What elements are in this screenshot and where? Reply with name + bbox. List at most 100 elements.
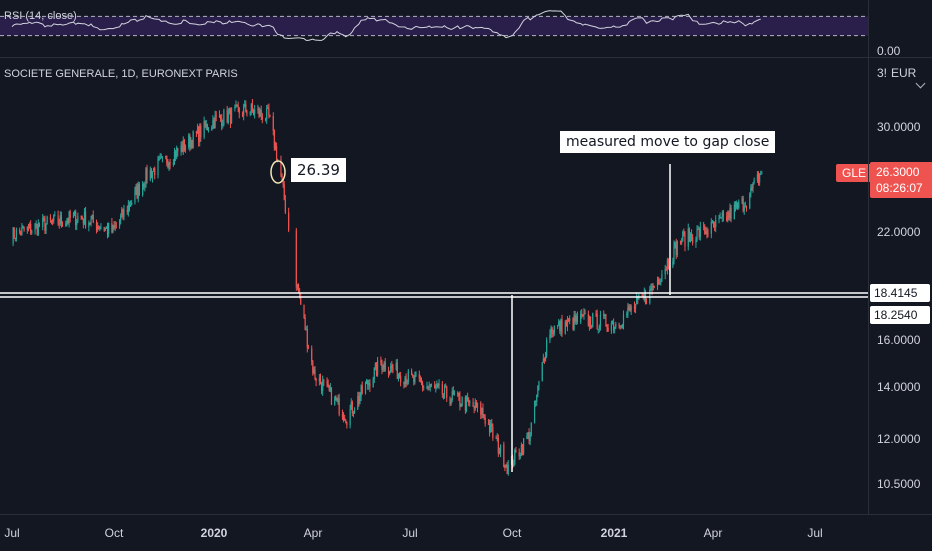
candle-body: [46, 216, 48, 224]
last-price-badge[interactable]: 26.3000 08:26:07: [870, 162, 932, 198]
candle: [182, 136, 184, 156]
candle-body: [34, 224, 36, 231]
candle: [496, 433, 498, 442]
level-label-upper[interactable]: 18.4145: [870, 284, 930, 302]
candle: [576, 311, 578, 325]
candle-body: [369, 382, 371, 388]
candle: [465, 395, 468, 413]
candle: [315, 377, 317, 387]
price-pane[interactable]: SOCIETE GENERALE, 1D, EURONEXT PARIS 26.…: [0, 58, 873, 514]
candle: [344, 414, 346, 421]
candle: [358, 391, 360, 407]
candle: [679, 240, 682, 245]
candle: [696, 225, 698, 242]
candle-body: [318, 378, 320, 382]
candle-body: [488, 423, 491, 433]
candle: [81, 215, 83, 220]
candle: [221, 114, 223, 131]
candle-body: [326, 381, 328, 384]
candle-body: [414, 375, 416, 383]
main-legend[interactable]: SOCIETE GENERALE, 1D, EURONEXT PARIS: [4, 68, 238, 80]
candle: [236, 104, 238, 107]
candle-body: [557, 324, 559, 327]
candle-body: [15, 229, 17, 239]
candle: [49, 214, 52, 223]
candle: [14, 237, 16, 242]
candle-body: [751, 187, 753, 189]
candle: [103, 226, 105, 232]
candle-body: [205, 123, 207, 127]
candle-body: [23, 227, 25, 231]
candle: [137, 181, 139, 203]
candle: [706, 226, 708, 239]
candle: [584, 309, 586, 315]
candle-body: [373, 367, 375, 380]
currency-label[interactable]: EUR: [891, 66, 917, 80]
candle-body: [696, 229, 698, 240]
candle: [536, 394, 538, 406]
candle: [400, 371, 402, 387]
pane-separator[interactable]: [0, 57, 932, 58]
price-axis[interactable]: 0.00 3! EUR 30.0000 22.0000 16.0000 14.0…: [868, 0, 932, 514]
candle: [541, 361, 543, 382]
candle: [268, 103, 270, 119]
candle: [350, 398, 352, 411]
candle: [491, 418, 493, 432]
candle: [704, 224, 706, 235]
candle-body: [605, 314, 607, 327]
chevron-down-icon[interactable]: [915, 78, 926, 89]
candle: [423, 385, 425, 391]
candle-body: [198, 127, 200, 142]
candle: [90, 215, 92, 227]
candle: [499, 444, 502, 458]
candle: [676, 240, 678, 258]
candle: [434, 381, 436, 389]
candle: [622, 310, 625, 330]
candle-body: [661, 274, 663, 281]
candle-body: [342, 417, 345, 420]
candle: [100, 223, 102, 230]
candle: [521, 443, 524, 456]
candle-body: [598, 325, 600, 329]
candle-body: [97, 226, 99, 230]
candle-body: [628, 307, 630, 309]
candle-body: [26, 226, 28, 231]
candle: [57, 210, 59, 226]
rsi-plot: [0, 10, 868, 41]
candle: [66, 217, 68, 227]
candle: [365, 378, 368, 385]
candle: [714, 221, 716, 232]
level-label-lower[interactable]: 18.2540: [870, 306, 930, 324]
annotation-measured-move[interactable]: measured move to gap close: [560, 131, 776, 153]
annotation-price-label[interactable]: 26.39: [291, 158, 346, 182]
candle: [367, 379, 369, 390]
rsi-legend[interactable]: RSI (14, close): [4, 10, 77, 22]
candle-body: [166, 156, 168, 164]
candle-body: [323, 380, 325, 382]
candle: [572, 317, 574, 331]
candle-body: [122, 209, 124, 217]
candle-body: [165, 156, 167, 158]
candle: [392, 363, 394, 374]
rsi-pane[interactable]: RSI (14, close): [0, 0, 868, 57]
candle: [204, 120, 206, 129]
time-axis[interactable]: Jul Oct 2020 Apr Jul Oct 2021 Apr Jul: [0, 514, 932, 551]
candle: [611, 320, 614, 325]
candle-body: [353, 409, 356, 413]
candle: [614, 326, 616, 334]
candle-body: [588, 316, 591, 326]
candle-body: [442, 394, 445, 396]
candle: [636, 292, 638, 305]
candle: [726, 212, 728, 222]
candle: [237, 101, 239, 113]
candle-body: [167, 163, 169, 168]
candle: [599, 310, 602, 331]
candle: [513, 459, 515, 467]
candle-body: [169, 162, 171, 165]
candle: [752, 182, 754, 193]
candle: [65, 220, 67, 227]
candle-body: [368, 382, 370, 386]
candle-body: [249, 111, 251, 115]
candle-body: [457, 392, 459, 395]
rsi-line: [11, 10, 761, 41]
